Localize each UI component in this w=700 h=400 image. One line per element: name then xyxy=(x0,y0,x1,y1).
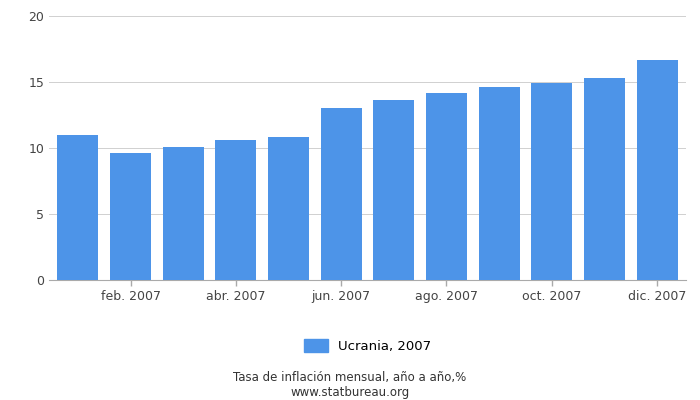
Text: Tasa de inflación mensual, año a año,%: Tasa de inflación mensual, año a año,% xyxy=(233,372,467,384)
Bar xyxy=(636,60,678,280)
Bar xyxy=(57,135,99,280)
Bar xyxy=(321,108,362,280)
Text: www.statbureau.org: www.statbureau.org xyxy=(290,386,410,399)
Bar xyxy=(426,92,467,280)
Bar xyxy=(531,83,573,280)
Bar xyxy=(268,138,309,280)
Legend: Ucrania, 2007: Ucrania, 2007 xyxy=(298,334,437,358)
Bar xyxy=(110,153,151,280)
Bar xyxy=(216,140,256,280)
Bar xyxy=(373,100,414,280)
Bar xyxy=(162,147,204,280)
Bar xyxy=(584,78,625,280)
Bar xyxy=(479,87,519,280)
